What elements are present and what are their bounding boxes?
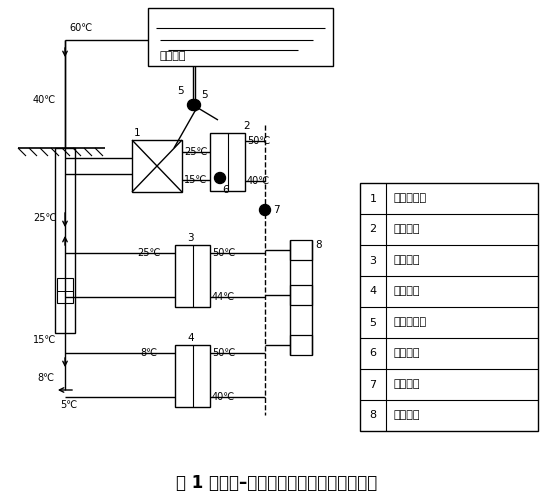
- Text: 8℃: 8℃: [140, 348, 157, 358]
- Text: 25℃: 25℃: [184, 147, 208, 157]
- Text: 4: 4: [370, 287, 377, 297]
- Text: 6: 6: [370, 349, 377, 359]
- Circle shape: [187, 100, 198, 111]
- Text: 6: 6: [222, 185, 229, 195]
- Bar: [57, 278, 73, 303]
- Text: 图 1 污水源–集中供热复合采暖系统工艺图: 图 1 污水源–集中供热复合采暖系统工艺图: [176, 474, 378, 492]
- Text: 50℃: 50℃: [212, 348, 235, 358]
- Text: 三级热泵: 三级热泵: [394, 287, 420, 297]
- Text: 7: 7: [370, 379, 377, 389]
- Text: 中介水泵: 中介水泵: [394, 349, 420, 359]
- Text: 40℃: 40℃: [247, 176, 270, 186]
- Text: 温泉水池: 温泉水池: [160, 51, 187, 61]
- Bar: [290, 335, 312, 355]
- Text: 60℃: 60℃: [69, 23, 93, 33]
- Text: 5: 5: [201, 90, 208, 100]
- Circle shape: [259, 204, 270, 215]
- Bar: [360, 183, 538, 431]
- Text: 1: 1: [134, 128, 141, 138]
- Text: 3: 3: [187, 233, 194, 243]
- Text: 3: 3: [370, 256, 377, 266]
- Text: 二级热泵: 二级热泵: [394, 256, 420, 266]
- Text: 1: 1: [370, 193, 377, 203]
- Bar: [175, 345, 210, 407]
- Circle shape: [214, 172, 225, 183]
- Bar: [290, 240, 312, 260]
- Bar: [55, 148, 75, 333]
- Bar: [148, 8, 333, 66]
- Text: 4: 4: [187, 333, 194, 343]
- Text: 空调末端: 空调末端: [394, 410, 420, 420]
- Text: 8℃: 8℃: [37, 373, 54, 383]
- Text: 2: 2: [243, 121, 250, 131]
- Text: 40℃: 40℃: [33, 95, 57, 105]
- Text: 用户水泵: 用户水泵: [394, 379, 420, 389]
- Text: 50℃: 50℃: [212, 248, 235, 258]
- Text: 8: 8: [370, 410, 377, 420]
- Text: 8: 8: [315, 240, 322, 250]
- Circle shape: [189, 100, 201, 111]
- Text: 15℃: 15℃: [33, 335, 57, 345]
- Bar: [132, 140, 182, 192]
- Bar: [210, 133, 245, 191]
- Text: 板式换热器: 板式换热器: [394, 193, 427, 203]
- Text: 2: 2: [370, 224, 377, 234]
- Text: 25℃: 25℃: [33, 213, 57, 223]
- Bar: [290, 285, 312, 305]
- Text: 44℃: 44℃: [212, 292, 235, 302]
- Text: 7: 7: [273, 205, 280, 215]
- Bar: [175, 245, 210, 307]
- Text: 5: 5: [370, 318, 377, 328]
- Text: 50℃: 50℃: [247, 136, 270, 146]
- Text: 一级热泵: 一级热泵: [394, 224, 420, 234]
- Text: 温泉尾水泵: 温泉尾水泵: [394, 318, 427, 328]
- Text: 25℃: 25℃: [137, 248, 161, 258]
- Text: 15℃: 15℃: [184, 175, 207, 185]
- Text: 40℃: 40℃: [212, 392, 235, 402]
- Text: 5: 5: [177, 86, 183, 96]
- Text: 5℃: 5℃: [60, 400, 77, 410]
